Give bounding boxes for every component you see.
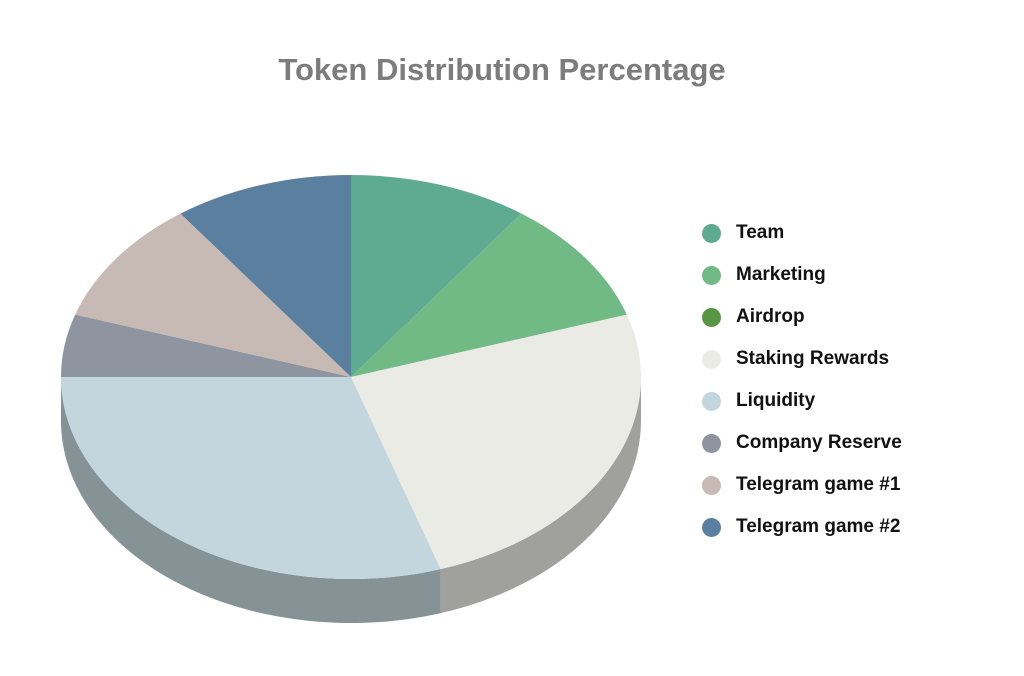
pie-3d-sides	[61, 377, 641, 623]
legend-label: Team	[736, 222, 785, 243]
legend-swatch	[702, 475, 721, 495]
legend-item-telegram-game-2: Telegram game #2	[702, 506, 902, 548]
legend-item-airdrop: Airdrop	[702, 296, 902, 338]
pie-slice-telegram-game-2	[180, 175, 351, 377]
legend: Team Marketing Airdrop Staking Rewards Liqui…	[702, 212, 902, 548]
legend-item-telegram-game-1: Telegram game #1	[702, 464, 902, 506]
legend-item-staking-rewards: Staking Rewards	[702, 338, 902, 380]
legend-label: Marketing	[736, 264, 826, 285]
legend-label: Telegram game #1	[736, 474, 901, 495]
chart-title: Token Distribution Percentage	[278, 52, 726, 87]
pie-slice-staking-rewards	[351, 314, 641, 570]
pie-slice-team	[351, 175, 522, 377]
pie-slice-liquidity	[61, 377, 441, 579]
legend-swatch	[702, 349, 721, 369]
legend-item-marketing: Marketing	[702, 254, 902, 296]
legend-label: Airdrop	[736, 306, 805, 327]
legend-label: Company Reserve	[736, 432, 902, 453]
pie-side-staking-rewards	[440, 377, 641, 614]
legend-swatch	[702, 223, 721, 243]
legend-item-company-reserve: Company Reserve	[702, 422, 902, 464]
pie-slices	[61, 175, 641, 579]
legend-label: Staking Rewards	[736, 348, 890, 369]
legend-swatch	[702, 307, 721, 327]
pie-side-liquidity	[61, 377, 441, 623]
legend-item-liquidity: Liquidity	[702, 380, 902, 422]
legend-swatch	[702, 517, 721, 537]
legend-label: Telegram game #2	[736, 516, 901, 537]
pie-slice-marketing	[351, 213, 627, 377]
pie-slice-telegram-game-1	[75, 213, 352, 377]
legend-swatch	[702, 265, 721, 285]
legend-item-team: Team	[702, 212, 902, 254]
legend-swatch	[702, 433, 721, 453]
legend-swatch	[702, 391, 721, 411]
pie-slice-company-reserve	[61, 314, 351, 377]
legend-label: Liquidity	[736, 390, 816, 411]
